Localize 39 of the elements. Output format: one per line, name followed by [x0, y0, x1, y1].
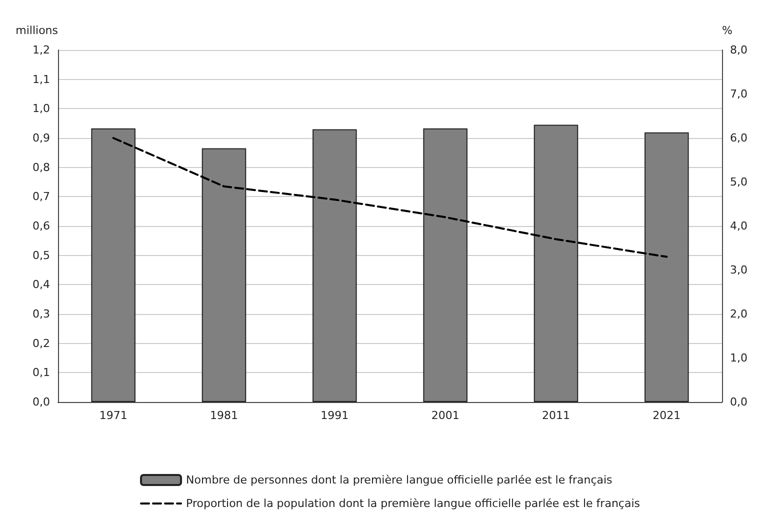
x-tick-label: 1991 — [320, 409, 349, 422]
y-tick-label: 0,9 — [32, 132, 50, 144]
y2-tick-label: 2,0 — [730, 308, 748, 320]
y2-tick-label: 8,0 — [730, 44, 748, 56]
bar — [644, 132, 689, 402]
y2-tick-label: 4,0 — [730, 220, 748, 232]
bar — [91, 128, 136, 402]
y2-tick-label: 5,0 — [730, 176, 748, 188]
bar — [423, 128, 468, 402]
x-tick-label: 2011 — [542, 409, 570, 422]
legend-label: Proportion de la population dont la première langue officielle parlée est le français — [186, 497, 640, 510]
bar — [534, 124, 578, 402]
x-tick-label: 2021 — [652, 409, 681, 422]
x-tick-label: 1981 — [210, 409, 238, 422]
x-tick-label: 1971 — [99, 409, 128, 422]
y2-tick-label: 7,0 — [730, 88, 748, 100]
y-tick-label: 1,2 — [32, 44, 50, 56]
y-tick-label: 1,1 — [32, 72, 50, 86]
y-tick-label: 0,8 — [32, 160, 50, 174]
y-tick-label: 0,5 — [32, 248, 50, 262]
x-tick-label: 2001 — [431, 409, 460, 422]
y-axis-title: millions — [16, 24, 58, 37]
bar — [202, 148, 246, 402]
y2-tick-label: 1,0 — [730, 352, 748, 364]
y2-tick-label: 0,0 — [730, 396, 748, 408]
y-tick-label: 0,1 — [32, 366, 50, 380]
y-tick-label: 0,3 — [32, 308, 50, 320]
y-tick-label: 0,7 — [32, 190, 50, 204]
y-tick-label: 1,0 — [32, 102, 50, 116]
y2-axis-title: % — [722, 24, 732, 37]
bar — [312, 129, 357, 402]
y-tick-label: 0,0 — [32, 396, 50, 408]
line-series — [112, 137, 668, 258]
y-tick-label: 0,4 — [32, 278, 50, 292]
y-tick-label: 0,6 — [32, 220, 50, 232]
y2-tick-label: 3,0 — [730, 264, 748, 276]
legend-label: Nombre de personnes dont la première langue officielle parlée est le français — [186, 474, 613, 486]
y-tick-label: 0,2 — [32, 336, 50, 350]
y2-tick-label: 6,0 — [730, 132, 748, 144]
